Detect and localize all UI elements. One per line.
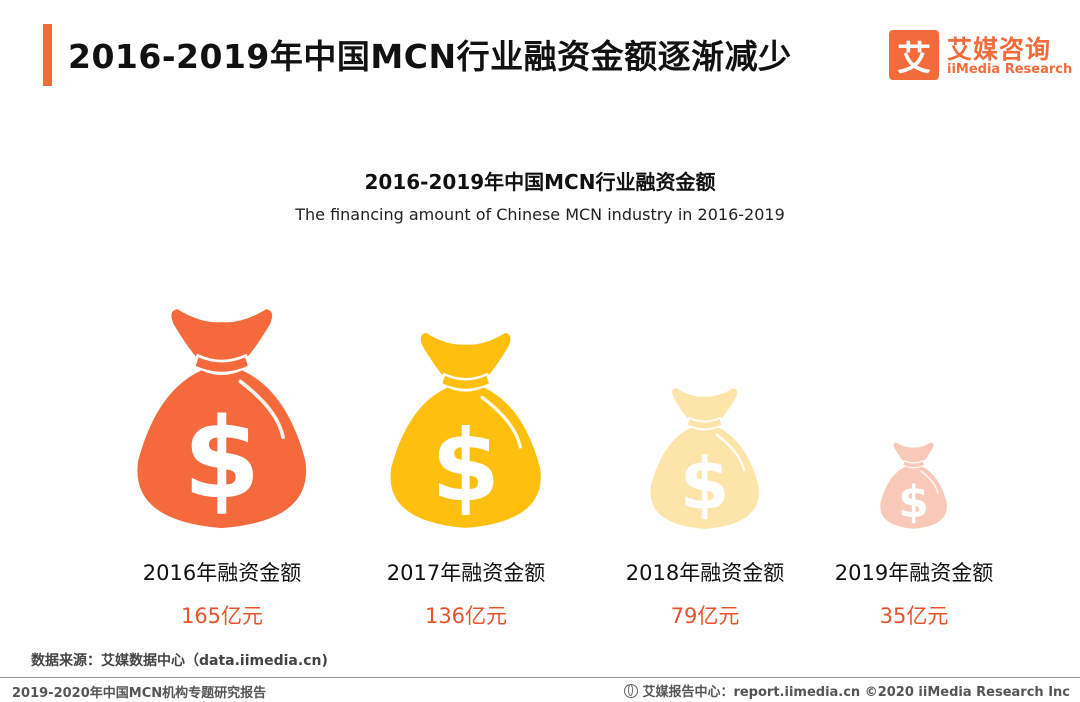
value-label: 79亿元 (670, 604, 740, 628)
footer-report-name: 2019-2020年中国MCN机构专题研究报告 (12, 686, 267, 701)
svg-text:$: $ (432, 410, 501, 525)
logo-mark: 艾 (889, 30, 939, 80)
value-label: 165亿元 (180, 604, 264, 628)
category-label: 2019年融资金额 (834, 561, 994, 585)
value-label: 35亿元 (879, 604, 949, 628)
svg-text:$: $ (899, 477, 930, 528)
svg-text:$: $ (183, 396, 260, 525)
value-label: 136亿元 (424, 604, 508, 628)
globe-icon (624, 683, 639, 698)
money-bag-1: $ (137, 309, 307, 529)
iimedia-logo: 艾 艾媒咨询 iiMedia Research (889, 30, 1073, 82)
category-label: 2016年融资金额 (142, 561, 302, 585)
footer-divider (0, 677, 1080, 678)
money-bag-4: $ (880, 442, 948, 530)
logo-name-cn: 艾媒咨询 (947, 35, 1052, 64)
chart-subtitle: The financing amount of Chinese MCN indu… (295, 205, 785, 224)
svg-text:$: $ (680, 443, 730, 526)
category-label: 2017年融资金额 (386, 561, 546, 585)
footer-copyright-text: 艾媒报告中心：report.iimedia.cn ©2020 iiMedia R… (642, 685, 1070, 700)
chart-title: 2016-2019年中国MCN行业融资金额 (364, 170, 716, 194)
money-bag-2: $ (390, 333, 542, 529)
category-label: 2018年融资金额 (625, 561, 785, 585)
page-title: 2016-2019年中国MCN行业融资金额逐渐减少 (68, 37, 792, 76)
data-source: 数据来源：艾媒数据中心（data.iimedia.cn) (31, 653, 328, 669)
money-bag-3: $ (650, 388, 760, 529)
title-accent-bar (43, 24, 52, 86)
logo-name-en: iiMedia Research (947, 62, 1073, 77)
footer-copyright: 艾媒报告中心：report.iimedia.cn ©2020 iiMedia R… (624, 681, 1070, 700)
